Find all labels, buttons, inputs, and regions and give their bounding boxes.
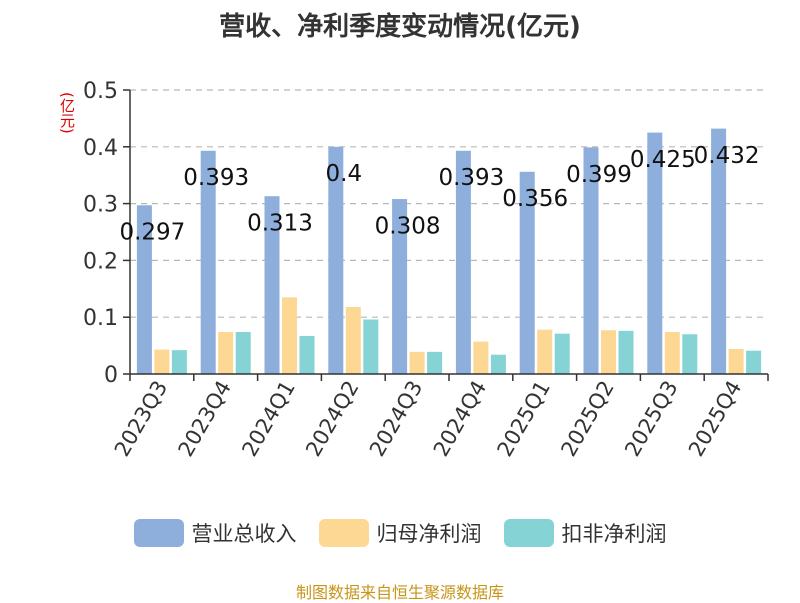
bar	[490, 354, 506, 374]
bar	[409, 351, 425, 374]
bar	[299, 335, 315, 374]
bar	[200, 150, 216, 374]
bar	[537, 329, 553, 374]
data-label: 0.432	[694, 143, 760, 169]
chart-title: 营收、净利季度变动情况(亿元)	[219, 12, 581, 42]
bar	[328, 146, 344, 374]
bar	[473, 341, 489, 374]
bar	[136, 205, 152, 374]
axis-layer: 0 0.1 0.2 0.3 0.4 0.5 2023Q3 2023Q4 2024Q1 2024Q2…	[83, 79, 769, 461]
data-label: 0.399	[566, 162, 632, 188]
legend-label-net-profit: 归母净利润	[376, 522, 482, 546]
x-tick-label: 2024Q2	[301, 377, 363, 461]
data-label: 0.313	[247, 211, 313, 237]
bar	[235, 331, 251, 374]
data-label: 0.393	[183, 165, 249, 191]
data-label: 0.356	[502, 186, 568, 212]
y-tick-label: 0.5	[83, 79, 118, 104]
y-tick-label: 0.2	[83, 249, 118, 274]
bar	[682, 334, 698, 374]
bar	[427, 351, 443, 374]
y-tick-label: 0	[104, 363, 118, 388]
bar	[363, 319, 379, 374]
bar	[583, 147, 599, 374]
data-source-footer: 制图数据来自恒生聚源数据库	[295, 583, 504, 602]
bar	[171, 350, 187, 374]
legend-swatch-revenue	[133, 519, 184, 547]
x-tick-label: 2024Q3	[365, 377, 427, 461]
legend-swatch-deducted-profit	[503, 519, 554, 547]
legend: 营业总收入 归母净利润 扣非净利润	[0, 518, 800, 548]
data-label: 0.297	[119, 220, 185, 246]
y-tick-label: 0.4	[83, 136, 118, 161]
bar	[218, 331, 234, 374]
bar	[647, 132, 663, 374]
legend-label-deducted-profit: 扣非净利润	[561, 522, 667, 546]
x-tick-label: 2025Q1	[493, 377, 555, 461]
bar	[601, 330, 616, 374]
data-label: 0.393	[438, 165, 504, 191]
x-tick-label: 2025Q3	[620, 377, 682, 461]
x-tick-label: 2025Q4	[684, 377, 746, 461]
bar	[264, 196, 280, 374]
x-tick-label: 2023Q4	[174, 377, 236, 461]
x-tick-label: 2023Q3	[110, 377, 172, 461]
legend-item-deducted-profit[interactable]: 扣非净利润	[503, 518, 667, 548]
bar	[746, 350, 762, 374]
data-label: 0.425	[630, 147, 696, 173]
x-tick-label: 2024Q1	[237, 377, 299, 461]
data-label: 0.308	[375, 213, 441, 239]
bar	[455, 150, 471, 374]
bar	[392, 199, 408, 374]
data-label: 0.4	[326, 161, 363, 187]
legend-item-net-profit[interactable]: 归母净利润	[318, 518, 482, 548]
bar	[282, 297, 297, 374]
bar	[554, 333, 570, 374]
y-axis-unit: (亿元)	[58, 92, 76, 134]
x-tick-label: 2025Q2	[556, 377, 618, 461]
bar	[519, 171, 535, 374]
y-tick-label: 0.1	[83, 306, 118, 331]
bar	[711, 128, 727, 374]
legend-label-revenue: 营业总收入	[191, 522, 297, 546]
grid-layer	[130, 89, 768, 318]
bar	[728, 349, 744, 374]
bar	[618, 330, 634, 374]
legend-item-revenue[interactable]: 营业总收入	[133, 518, 297, 548]
x-tick-label: 2024Q4	[429, 377, 491, 461]
bar-layer	[136, 128, 762, 374]
bar	[345, 306, 361, 374]
bar	[664, 331, 680, 374]
bar	[154, 349, 170, 374]
legend-swatch-net-profit	[318, 519, 369, 547]
y-tick-label: 0.3	[83, 193, 118, 218]
data-label-layer: 0.2970.3930.3130.40.3080.3930.3560.3990.…	[119, 143, 759, 246]
